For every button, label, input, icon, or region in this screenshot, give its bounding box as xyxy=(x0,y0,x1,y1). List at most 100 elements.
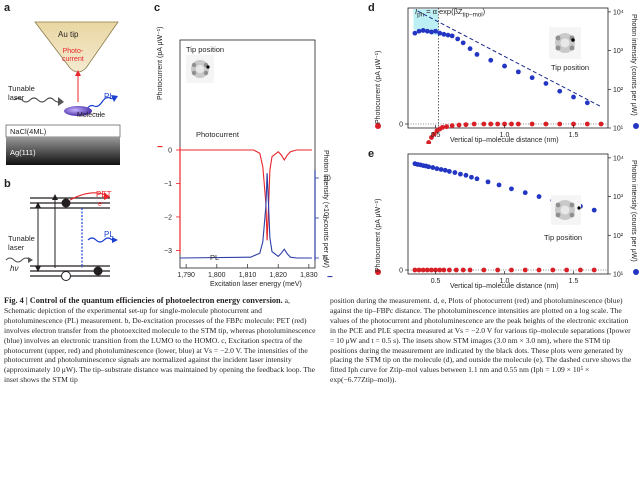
e-photocurrent-point xyxy=(536,267,542,273)
d-photon-point xyxy=(420,28,426,33)
d-photon-point xyxy=(424,28,430,34)
panel-b-energy-diagram xyxy=(5,192,118,281)
c-x-tick-label: 1,820 xyxy=(269,272,287,279)
d-photocurrent-point xyxy=(463,122,469,128)
e-photocurrent-point xyxy=(522,267,528,273)
d-photon-point xyxy=(571,94,576,100)
pl-emission-wave xyxy=(85,95,117,111)
panel-b-letter: b xyxy=(4,178,11,190)
e-photocurrent-point xyxy=(591,267,597,273)
e-photon-point xyxy=(452,170,458,175)
c-right-tick-label: 5 xyxy=(323,216,327,223)
nacl-label: NaCl(4ML) xyxy=(10,127,47,136)
pet-label: PET xyxy=(96,190,112,199)
d-photocurrent-point xyxy=(509,121,514,127)
e-photocurrent-point xyxy=(467,267,473,273)
e-photocurrent-point xyxy=(412,267,418,273)
e-photon-point xyxy=(458,171,463,177)
c-right-axis-label: Photon intensity (×10³ counts per μW) xyxy=(322,150,329,268)
ground-electron xyxy=(93,266,103,276)
e-left-tick-label: 0 xyxy=(399,268,403,275)
e-photocurrent-point xyxy=(509,267,514,273)
panel-d-chart: 0.51.01.5−3−2−1010⁴10³10²10¹ xyxy=(375,7,639,144)
ag-label: Ag(111) xyxy=(10,148,36,157)
c-x-tick-label: 1,790 xyxy=(177,272,195,279)
d-fit-dashed-line xyxy=(417,10,602,108)
d-x-tick-label: 1.0 xyxy=(500,132,510,139)
e-photocurrent-point xyxy=(564,267,570,273)
hole xyxy=(61,271,71,281)
d-photocurrent-point xyxy=(557,121,563,127)
e-photocurrent-point xyxy=(460,267,466,273)
caption-fig-label: Fig. 4 | Control of the quantum efficien… xyxy=(4,296,283,305)
d-photocurrent-point xyxy=(543,121,549,127)
c-left-tick-label: 0 xyxy=(168,148,172,155)
d-x-tick-label: 1.5 xyxy=(569,132,579,139)
d-photon-point xyxy=(429,29,434,35)
d-photocurrent-point xyxy=(529,121,535,127)
e-stm-inset xyxy=(551,195,581,225)
e-photocurrent-point xyxy=(495,267,501,273)
d-photon-point xyxy=(584,100,590,106)
e-photocurrent-point xyxy=(453,267,459,273)
c-left-axis-label: Photocurrent (pA μW⁻¹) xyxy=(157,26,164,100)
d-photon-point xyxy=(502,63,507,69)
d-right-axis-label: Photon intensity (counts per μW) xyxy=(630,14,637,116)
d-inset-label: Tip position xyxy=(551,63,590,72)
panel-a-schematic xyxy=(5,21,121,165)
d-photon-point xyxy=(515,69,521,75)
e-photon-point xyxy=(446,169,452,174)
molecule-shape xyxy=(64,106,92,116)
d-right-tick-label: 10¹ xyxy=(613,126,624,133)
d-photon-point xyxy=(488,57,494,63)
e-photon-point xyxy=(438,167,444,172)
c-left-tick-label: −1 xyxy=(164,181,172,188)
d-photocurrent-point xyxy=(429,135,434,140)
tip-label: Au tip xyxy=(58,30,79,39)
e-photocurrent-point xyxy=(446,267,452,273)
laser-label-a: Tunable laser xyxy=(8,84,35,102)
d-photon-point xyxy=(467,46,473,52)
molecule-label: Molecule xyxy=(77,112,106,119)
e-inset-label: Tip position xyxy=(544,233,583,242)
c-x-tick-label: 1,800 xyxy=(208,272,226,279)
e-right-tick-label: 10³ xyxy=(613,194,624,201)
e-right-axis-label: Photon intensity (counts per μW) xyxy=(630,160,637,262)
au-tip-shape xyxy=(34,21,119,73)
d-photon-point xyxy=(557,88,563,94)
e-left-legend-marker xyxy=(375,269,381,275)
e-photocurrent-point xyxy=(578,267,583,273)
e-tip-position-dot xyxy=(577,206,581,210)
d-photon-point xyxy=(412,30,418,36)
d-right-legend-marker xyxy=(633,123,639,129)
e-right-tick-label: 10¹ xyxy=(613,272,624,279)
c-photocurrent-trace-label: Photocurrent xyxy=(196,130,239,139)
e-photon-point xyxy=(430,165,436,170)
e-x-tick-label: 0.5 xyxy=(431,278,441,285)
d-photon-point xyxy=(445,32,451,38)
caption-column-2: position during the measurement. d, e, P… xyxy=(330,296,636,385)
e-photon-point xyxy=(522,190,528,196)
e-x-tick-label: 1.0 xyxy=(500,278,510,285)
d-x-tick-label: 0.5 xyxy=(431,132,441,139)
c-right-tick-label: 0 xyxy=(323,256,327,263)
excited-electron xyxy=(61,198,71,208)
d-right-tick-label: 10² xyxy=(613,87,624,94)
e-photon-point xyxy=(442,167,448,173)
e-photocurrent-point xyxy=(429,267,434,273)
caption-text-2: position during the measurement. d, e, P… xyxy=(330,296,632,385)
d-photocurrent-point xyxy=(515,121,521,127)
e-photocurrent-point xyxy=(481,267,487,273)
hv-label: hν xyxy=(10,264,19,273)
d-photon-point xyxy=(455,36,461,42)
e-right-tick-label: 10² xyxy=(613,233,624,240)
e-photon-point xyxy=(591,207,597,213)
panel-c-letter: c xyxy=(154,2,161,14)
d-x-axis-label: Vertical tip–molecule distance (nm) xyxy=(450,137,559,144)
c-pl-trace-label: PL xyxy=(210,253,220,262)
e-x-axis-label: Vertical tip–molecule distance (nm) xyxy=(450,283,559,290)
d-photocurrent-point xyxy=(502,121,507,127)
pl-label-a: PL xyxy=(104,92,114,101)
panel-d-frame xyxy=(407,7,609,129)
d-photocurrent-point xyxy=(488,121,494,127)
